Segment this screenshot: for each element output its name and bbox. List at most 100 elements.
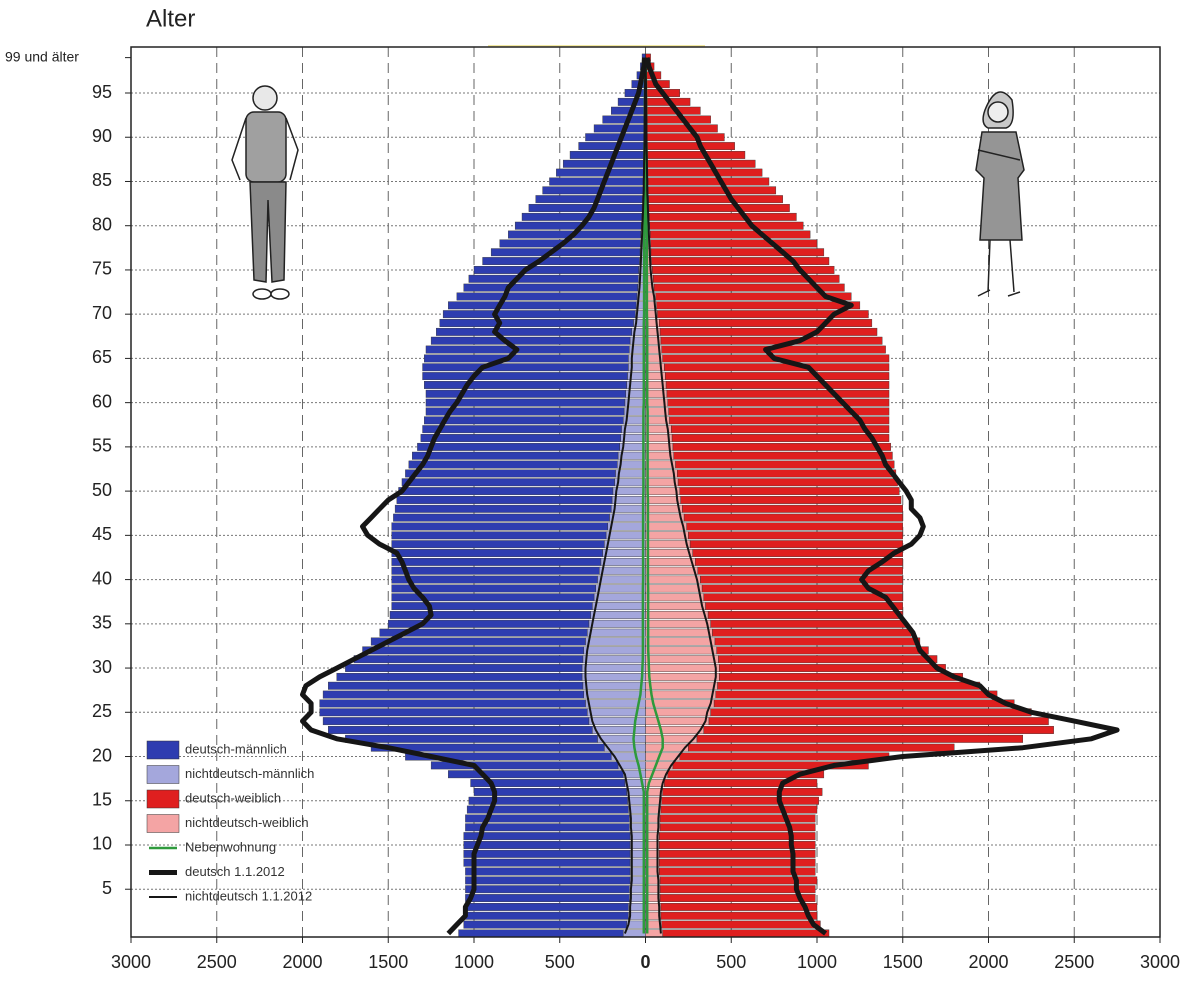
legend-label: deutsch-männlich bbox=[185, 741, 287, 756]
bar bbox=[582, 681, 646, 690]
bar bbox=[645, 540, 691, 549]
bar bbox=[319, 699, 586, 708]
y-tick-label: 95 bbox=[92, 82, 112, 102]
bar bbox=[645, 672, 720, 681]
bar bbox=[713, 699, 1015, 708]
bar bbox=[353, 655, 584, 664]
bar bbox=[424, 416, 624, 425]
bar bbox=[463, 911, 629, 920]
bar bbox=[645, 664, 720, 672]
bar bbox=[675, 460, 895, 469]
bar bbox=[692, 549, 903, 557]
bar bbox=[401, 478, 615, 487]
bar bbox=[718, 655, 938, 664]
line-female bbox=[644, 57, 1120, 936]
bar bbox=[463, 920, 627, 929]
bar bbox=[473, 266, 639, 274]
bar bbox=[578, 142, 644, 151]
bar bbox=[466, 805, 629, 814]
bar bbox=[645, 690, 717, 699]
legend-label: nichtdeutsch-männlich bbox=[185, 766, 314, 781]
bar bbox=[425, 345, 630, 354]
legend-label: nichtdeutsch-weiblich bbox=[185, 815, 309, 830]
bar bbox=[470, 779, 626, 787]
bar bbox=[664, 779, 818, 787]
bar bbox=[703, 726, 1054, 734]
x-tick-label: 1000 bbox=[797, 952, 837, 972]
x-tick-label: 500 bbox=[716, 952, 746, 972]
bar bbox=[705, 602, 903, 611]
line-female bbox=[644, 57, 717, 934]
bar bbox=[645, 566, 699, 575]
bar bbox=[569, 151, 644, 159]
x-tick-label: 1000 bbox=[454, 952, 494, 972]
bar bbox=[588, 619, 646, 628]
bar bbox=[549, 177, 644, 186]
bar bbox=[697, 566, 903, 575]
y-tick-label: 40 bbox=[92, 568, 112, 588]
bar bbox=[585, 133, 644, 142]
bar bbox=[465, 814, 630, 823]
bar bbox=[645, 496, 681, 504]
bar bbox=[667, 770, 825, 779]
bar bbox=[592, 602, 646, 611]
y-tick-label: 30 bbox=[92, 657, 112, 677]
bar bbox=[703, 593, 903, 602]
bar bbox=[388, 619, 590, 628]
bar bbox=[648, 204, 790, 212]
bar bbox=[391, 540, 605, 549]
legend-swatch bbox=[146, 740, 180, 760]
bar bbox=[345, 664, 583, 672]
y-tick-label: 85 bbox=[92, 170, 112, 190]
x-tick-label: 2000 bbox=[282, 952, 322, 972]
bar bbox=[650, 239, 818, 248]
bar bbox=[671, 434, 890, 442]
bar bbox=[712, 628, 912, 637]
bar bbox=[660, 336, 883, 345]
bar bbox=[647, 177, 770, 186]
bar bbox=[597, 575, 646, 584]
bar bbox=[422, 425, 622, 434]
bar bbox=[645, 593, 705, 602]
bar bbox=[420, 434, 621, 442]
bar bbox=[322, 690, 584, 699]
y-tick-label: 99 und älter bbox=[5, 48, 79, 64]
bar bbox=[651, 257, 830, 266]
bar bbox=[458, 929, 624, 938]
bar bbox=[719, 672, 963, 681]
x-tick-label: 0 bbox=[640, 952, 650, 972]
bar bbox=[465, 823, 630, 832]
bar bbox=[391, 522, 608, 531]
bar bbox=[645, 611, 709, 619]
bar bbox=[611, 106, 645, 115]
bar bbox=[650, 248, 825, 257]
bar bbox=[582, 655, 646, 664]
bar bbox=[468, 274, 639, 283]
bar bbox=[362, 646, 584, 655]
bar bbox=[659, 858, 816, 867]
bar bbox=[661, 920, 821, 929]
bar bbox=[645, 478, 679, 487]
bar bbox=[656, 301, 861, 310]
bar bbox=[647, 151, 746, 159]
y-tick-label: 65 bbox=[92, 347, 112, 367]
bar bbox=[645, 726, 705, 734]
y-tick-label: 70 bbox=[92, 303, 112, 323]
bar bbox=[370, 637, 586, 646]
x-tick-label: 2500 bbox=[1054, 952, 1094, 972]
bar bbox=[672, 442, 891, 451]
bar bbox=[648, 186, 777, 195]
bar bbox=[659, 814, 816, 823]
bar bbox=[665, 381, 890, 389]
bar bbox=[682, 504, 903, 513]
bar bbox=[430, 761, 619, 770]
lines bbox=[300, 57, 1120, 936]
bar bbox=[391, 584, 596, 593]
bar bbox=[391, 549, 603, 557]
bar bbox=[648, 195, 783, 204]
bar bbox=[695, 557, 903, 566]
man-figure bbox=[231, 85, 299, 300]
y-tick-label: 35 bbox=[92, 613, 112, 633]
bar bbox=[647, 142, 735, 151]
